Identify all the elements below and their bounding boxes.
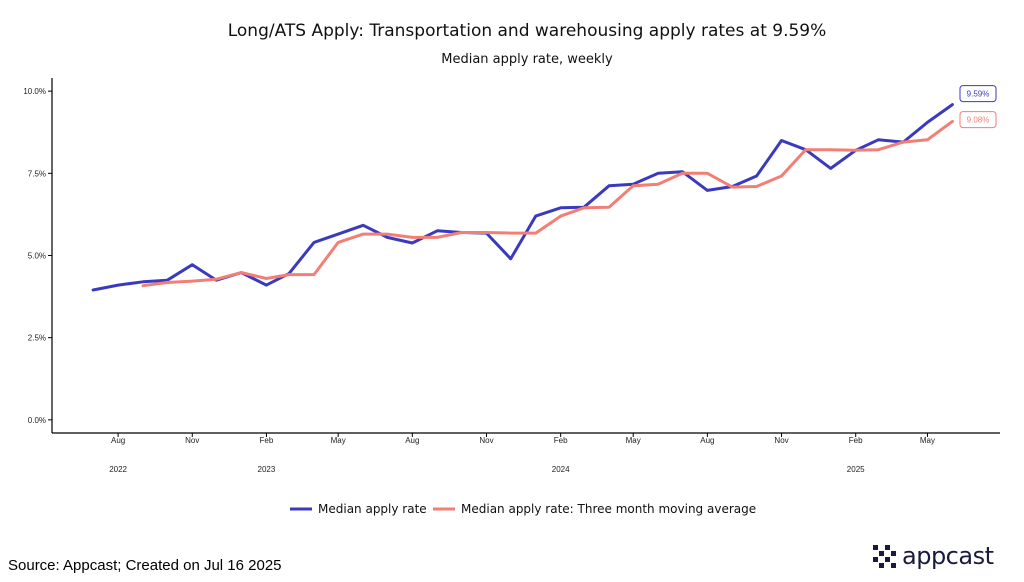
- end-labels: 9.59% 9.08%: [959, 85, 997, 129]
- appcast-logo-icon: [873, 544, 896, 568]
- end-label: 9.59%: [967, 90, 990, 99]
- x-tick-label: Aug: [405, 436, 419, 445]
- x-tick-label: Nov: [479, 436, 493, 445]
- series-line: [91, 103, 954, 292]
- source-footnote: Source: Appcast; Created on Jul 16 2025: [8, 557, 282, 574]
- appcast-logo: appcast: [873, 542, 994, 570]
- legend-label: Median apply rate: [318, 502, 427, 516]
- y-tick-label: 10.0%: [23, 87, 46, 96]
- appcast-logo-text: appcast: [902, 542, 994, 570]
- x-tick-label: Nov: [185, 436, 199, 445]
- x-tick-label: Aug: [111, 436, 125, 445]
- x-tick-label: Feb: [849, 436, 863, 445]
- x-tick-label: May: [626, 436, 641, 445]
- x-axis-year-labels: 2022 2023 2024 2025: [109, 465, 865, 474]
- x-year-label: 2022: [109, 465, 127, 474]
- y-tick-label: 0.0%: [28, 416, 46, 425]
- chart-title: Long/ATS Apply: Transportation and wareh…: [228, 21, 827, 41]
- x-year-label: 2024: [552, 465, 570, 474]
- end-label-box: [959, 111, 997, 129]
- x-tick-label: Feb: [260, 436, 274, 445]
- y-tick-label: 2.5%: [28, 334, 46, 343]
- legend-label: Median apply rate: Three month moving av…: [461, 502, 756, 516]
- x-tick-label: Aug: [700, 436, 714, 445]
- series-line: [141, 119, 954, 288]
- end-label: 9.08%: [967, 116, 990, 125]
- y-tick-label: 7.5%: [28, 169, 46, 178]
- x-year-label: 2023: [258, 465, 276, 474]
- chart-subtitle: Median apply rate, weekly: [441, 52, 613, 67]
- series-lines: [91, 103, 954, 292]
- x-tick-label: Feb: [554, 436, 568, 445]
- end-label-box: [959, 85, 997, 103]
- y-axis-ticks: 0.0% 2.5% 5.0% 7.5% 10.0%: [23, 87, 52, 425]
- legend: Median apply rate Median apply rate: Thre…: [290, 502, 756, 516]
- y-tick-label: 5.0%: [28, 252, 46, 261]
- x-tick-label: May: [331, 436, 346, 445]
- x-tick-label: May: [920, 436, 935, 445]
- x-tick-label: Nov: [774, 436, 788, 445]
- x-axis-ticks: Aug Nov Feb May Aug Nov Feb May Aug Nov Feb May: [111, 433, 935, 445]
- x-year-label: 2025: [847, 465, 865, 474]
